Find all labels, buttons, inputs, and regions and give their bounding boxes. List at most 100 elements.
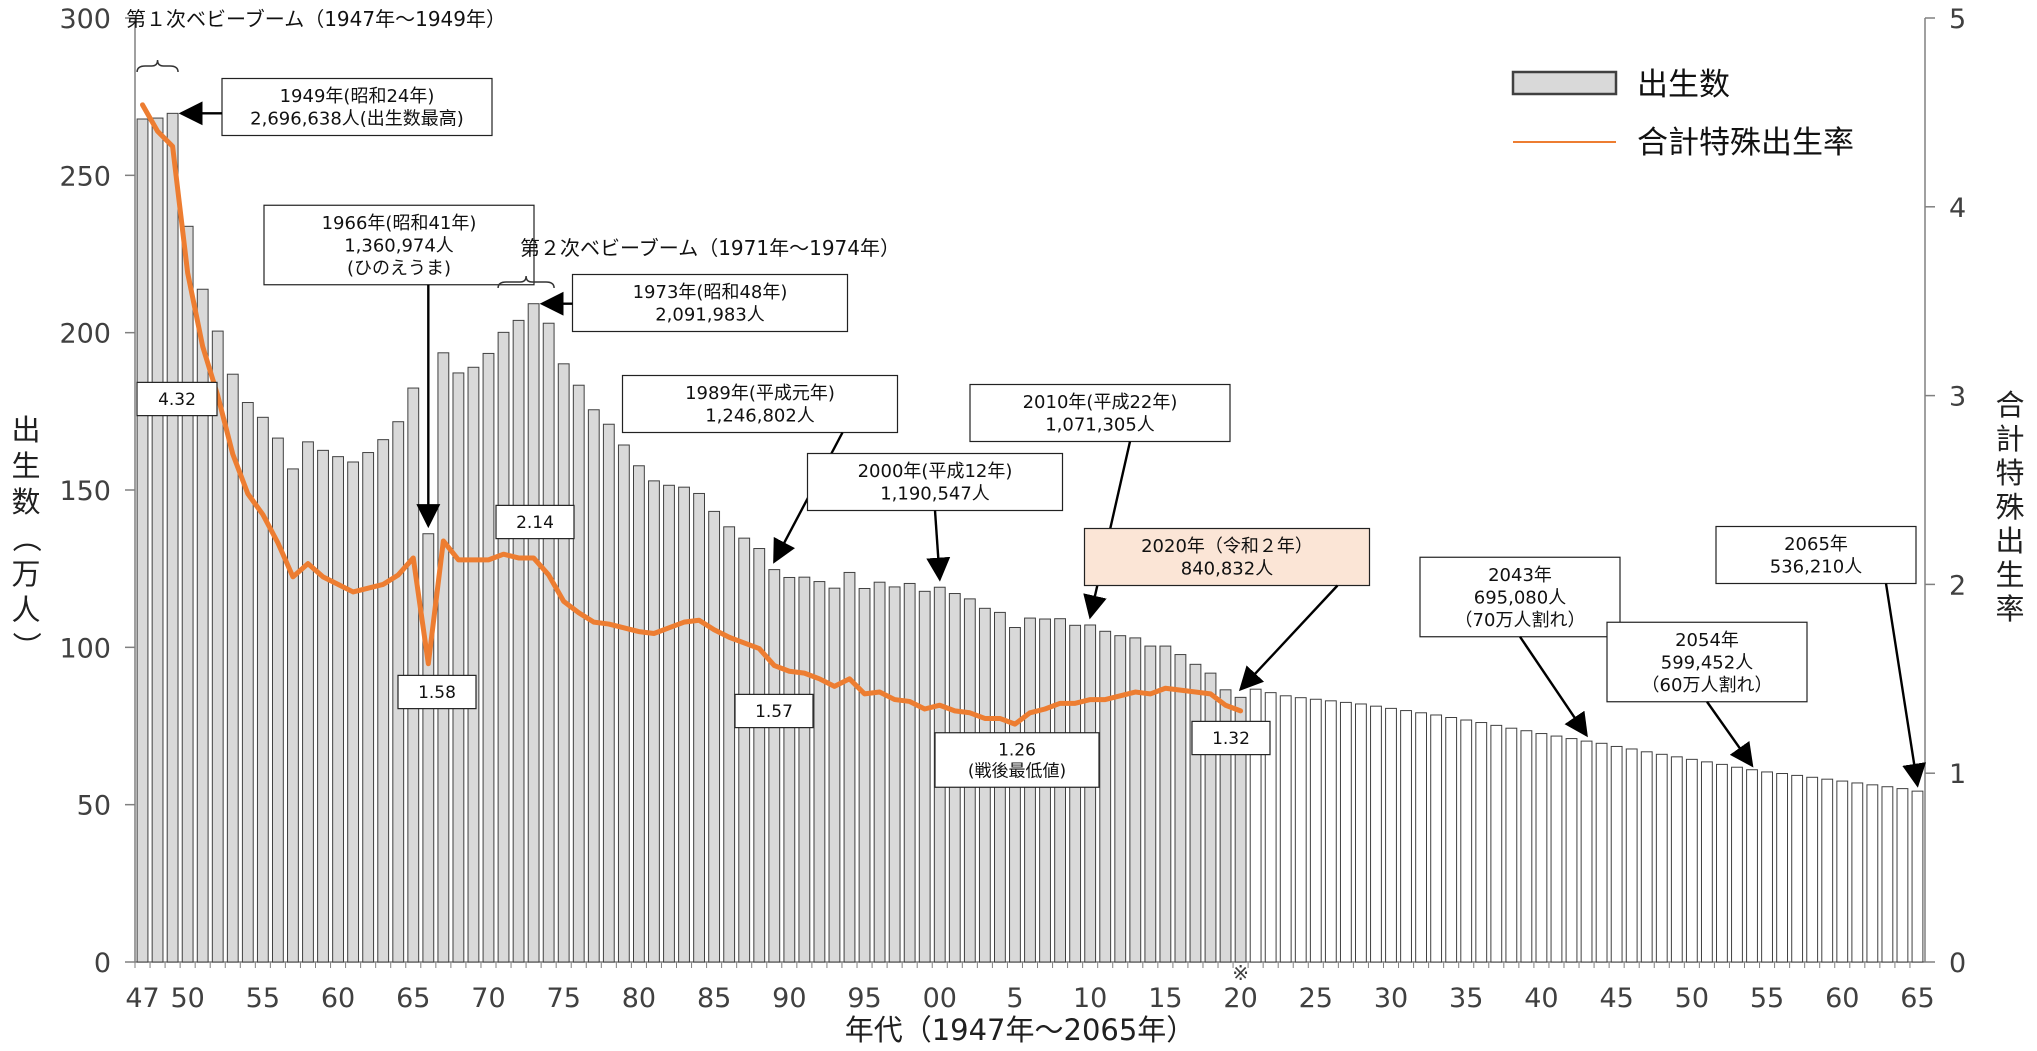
tfr-label-1989-frame	[734, 693, 814, 729]
bar-2025	[1309, 698, 1322, 963]
y-tick-label-right: 3	[1949, 382, 1966, 413]
annotation-1949-text: 2,696,638人(出生数最高)	[250, 109, 464, 130]
y-axis-title-char: 出	[11, 413, 40, 447]
bar-2035	[1460, 719, 1473, 963]
bar-1967	[437, 352, 450, 963]
tfr-label-2005: 1.26(戦後最低値)	[934, 732, 1100, 788]
y2-axis-title-char: 生	[1995, 558, 2024, 592]
x-tick-label: 60	[321, 983, 355, 1014]
projection-mark: ※	[1232, 961, 1249, 985]
y-tick-label-right: 2	[1949, 570, 1966, 601]
annotation-1949: 1949年(昭和24年)2,696,638人(出生数最高)	[221, 77, 493, 137]
bar-1958	[302, 441, 314, 963]
annotation-2065-text: 2065年	[1784, 534, 1848, 555]
annotation-1973-frame	[571, 273, 849, 333]
annotation-2054-text: 599,452人	[1661, 652, 1753, 673]
y-tick-label-left: 150	[59, 476, 111, 507]
x-axis-title: 年代（1947年～2065年）	[845, 1013, 1196, 1047]
bar-1996	[873, 581, 886, 963]
annotation-2054-frame	[1606, 621, 1808, 703]
bar-1975	[557, 363, 570, 963]
bar-2056	[1776, 773, 1789, 963]
bar-2064	[1896, 788, 1909, 963]
y-tick-label-right: 0	[1949, 948, 1966, 979]
bar-2016	[1174, 654, 1187, 963]
y-tick-label-left: 100	[59, 633, 111, 664]
bar-1966	[422, 533, 435, 963]
legend-births-swatch	[1511, 70, 1618, 96]
bar-1997	[888, 586, 901, 963]
x-tick-label: 10	[1073, 983, 1107, 1014]
bar-2058	[1806, 776, 1819, 963]
annotation-2054-text: 2054年	[1675, 630, 1739, 651]
bar-1981	[648, 480, 660, 963]
y-tick-label-left: 50	[77, 791, 111, 822]
annotation-2043-text: 2043年	[1488, 565, 1552, 586]
bar-2031	[1400, 710, 1412, 963]
bar-2053	[1731, 766, 1743, 963]
x-tick-label: 50	[1675, 983, 1709, 1014]
y2-axis-title-char: 計	[1995, 422, 2024, 456]
annotation-2010-frame	[969, 383, 1231, 443]
y-tick-label-left: 0	[94, 948, 111, 979]
y-tick-label-left: 300	[59, 4, 111, 35]
bar-1956	[271, 437, 284, 963]
bar-2007	[1039, 618, 1051, 963]
bar-1955	[256, 416, 269, 963]
bar-2048	[1655, 753, 1668, 963]
bar-1969	[467, 366, 480, 963]
annotation-arrow	[1519, 636, 1588, 738]
bar-2041	[1550, 735, 1563, 963]
y-axis-title-char: 生	[11, 449, 40, 483]
bar-2043	[1580, 740, 1593, 963]
x-tick-label: 40	[1524, 983, 1558, 1014]
y-tick-label-left: 200	[59, 319, 111, 350]
bar-2062	[1866, 784, 1879, 963]
bar-2047	[1640, 751, 1653, 963]
tfr-label-2005-text: 1.26	[998, 740, 1036, 760]
bar-2036	[1475, 722, 1488, 963]
annotation-2043-frame	[1419, 556, 1621, 638]
x-tick-label: 85	[697, 983, 731, 1014]
annotation-arrow	[1706, 701, 1754, 768]
bar-2050	[1685, 758, 1698, 963]
y2-axis-title-char: 率	[1995, 592, 2024, 626]
y-tick-label-right: 1	[1949, 759, 1966, 790]
x-tick-label: 60	[1825, 983, 1859, 1014]
y-tick-label-right: 5	[1949, 4, 1966, 35]
x-tick-label: 50	[170, 983, 204, 1014]
x-tick-label: 90	[772, 983, 806, 1014]
bar-2006	[1024, 617, 1036, 963]
annotation-arrow	[926, 510, 951, 582]
bar-2039	[1520, 730, 1533, 963]
bar-2038	[1505, 727, 1518, 963]
bar-1991	[798, 576, 811, 963]
bar-1970	[482, 352, 495, 963]
annotation-2020-frame	[1083, 527, 1371, 587]
bar-2065	[1911, 790, 1924, 963]
y2-axis-title-char: 合	[1995, 388, 2024, 422]
annotation-1973: 1973年(昭和48年)2,091,983人	[571, 273, 849, 333]
baby-boom-label: 第１次ベビーブーム（1947年～1949年）	[126, 7, 506, 31]
bar-2024	[1294, 697, 1307, 963]
annotations-group: 1949年(昭和24年)2,696,638人(出生数最高) 1966年(昭和41年…	[136, 59, 1927, 788]
y-tick-label-right: 4	[1949, 193, 1966, 224]
bar-1985	[708, 510, 721, 963]
bar-2018	[1204, 672, 1217, 963]
x-tick-label: 80	[622, 983, 656, 1014]
bar-2032	[1415, 712, 1428, 963]
bar-2023	[1279, 695, 1292, 963]
bar-1952	[211, 330, 224, 963]
tfr-label-1973-frame	[495, 504, 575, 540]
bar-2052	[1716, 763, 1728, 963]
bar-2009	[1069, 624, 1082, 963]
bars-group	[136, 112, 1924, 963]
bar-2034	[1445, 717, 1458, 963]
x-tick-label: 70	[471, 983, 505, 1014]
